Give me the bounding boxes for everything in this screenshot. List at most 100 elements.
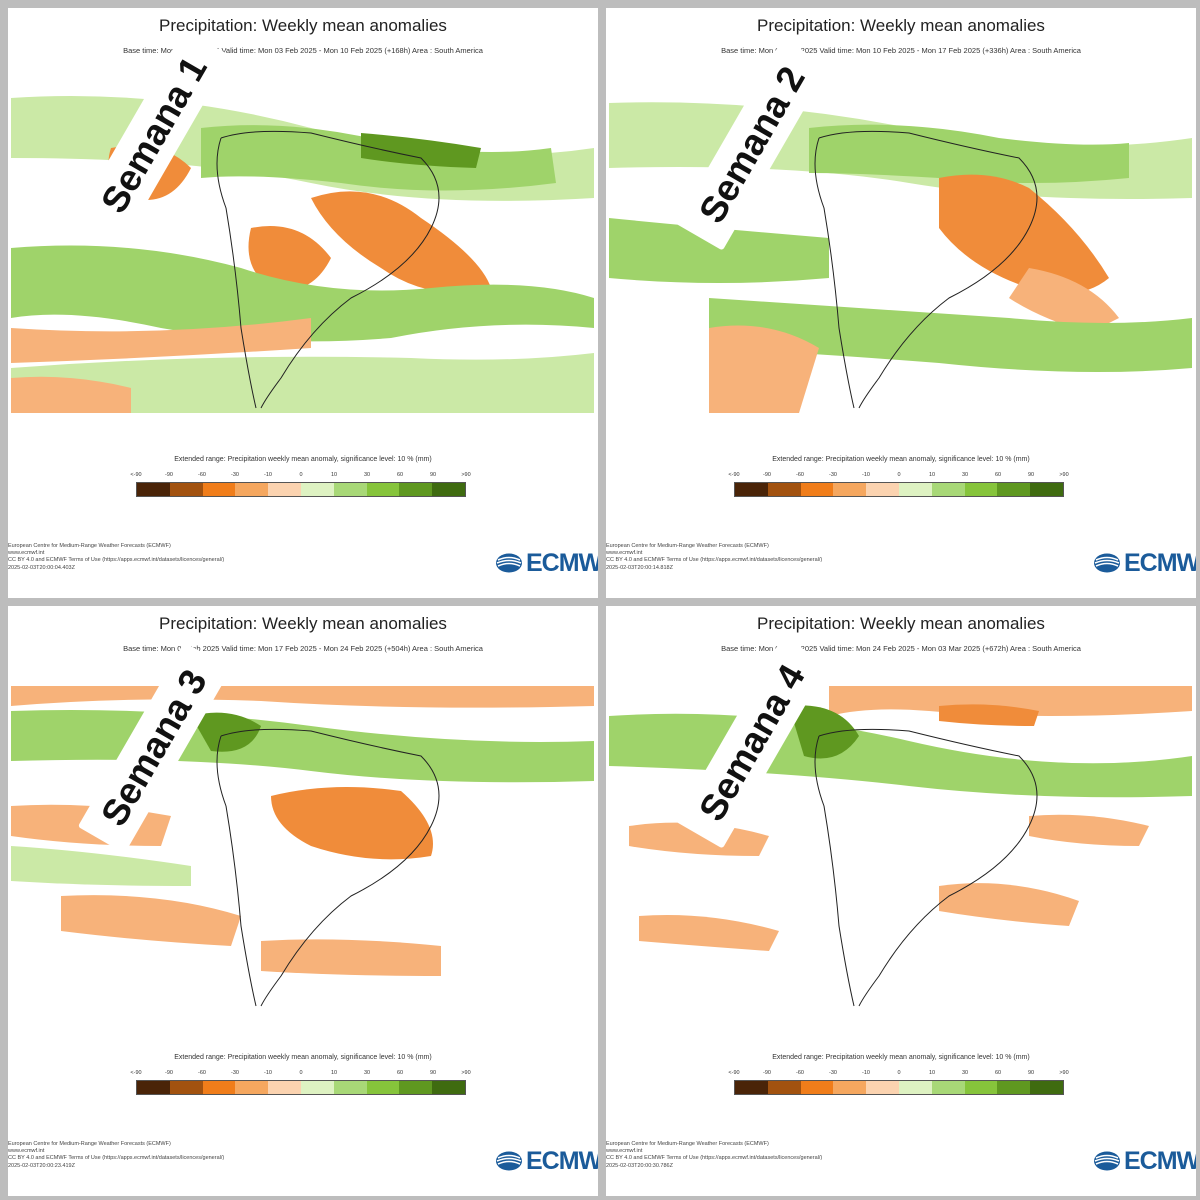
legend-tick-label: 90 <box>1027 472 1035 478</box>
logo-text: ECMWF <box>526 1146 598 1175</box>
legend-color-swatch <box>931 483 965 496</box>
wet-core-north <box>191 712 261 752</box>
dry-south-east <box>261 939 441 976</box>
legend-color-swatch <box>735 1081 768 1094</box>
logo-text: ECMWF <box>526 548 598 577</box>
legend-title: Extended range: Precipitation weekly mea… <box>174 1054 432 1061</box>
legend-color-bar <box>136 482 466 497</box>
footer-line: CC BY 4.0 and ECMWF Terms of Use (https:… <box>8 557 225 564</box>
footer-line: www.ecmwf.int <box>8 1148 45 1155</box>
legend-tick-label: -10 <box>862 1070 870 1076</box>
legend-color-swatch <box>169 1081 203 1094</box>
map-panel-week-4: Precipitation: Weekly mean anomalies Bas… <box>606 606 1196 1196</box>
legend-tick-label: 90 <box>1027 1070 1035 1076</box>
legend-tick-label: -60 <box>198 472 206 478</box>
legend-tick-label: -10 <box>264 472 272 478</box>
legend-color-swatch <box>169 483 203 496</box>
logo-text: ECMWF <box>1124 1146 1196 1175</box>
panel-title: Precipitation: Weekly mean anomalies <box>757 16 1045 35</box>
legend-tick-labels: <-90 -90 -60 -30 -10 0 10 30 60 90 >90 <box>130 1070 470 1079</box>
ecmwf-logo-icon <box>496 553 522 573</box>
legend-title: Extended range: Precipitation weekly mea… <box>174 456 432 463</box>
legend-tick-label: -30 <box>829 1070 837 1076</box>
panel-subtitle: Base time: Mon 03 Feb 2025 Valid time: M… <box>123 46 483 55</box>
footer-line: European Centre for Medium-Range Weather… <box>606 1141 769 1147</box>
footer: European Centre for Medium-Range Weather… <box>8 1141 338 1170</box>
legend-color-swatch <box>202 1081 236 1094</box>
legend-tick-labels: <-90 -90 -60 -30 -10 0 10 30 60 90 >90 <box>728 1070 1068 1079</box>
legend-tick-label: -30 <box>231 1070 239 1076</box>
legend: <-90 -90 -60 -30 -10 0 10 30 60 90 >90 <box>728 1070 1069 1096</box>
legend-tick-label: -90 <box>763 472 771 478</box>
dry-scatter-south <box>639 915 779 951</box>
legend-color-swatch <box>898 483 932 496</box>
anomaly-map <box>11 88 594 413</box>
dry-south <box>61 895 241 946</box>
legend-color-swatch <box>833 1081 867 1094</box>
legend-title: Extended range: Precipitation weekly mea… <box>772 456 1030 463</box>
legend-color-swatch <box>1030 483 1063 496</box>
legend-tick-label: -60 <box>198 1070 206 1076</box>
legend-tick-label: 30 <box>363 472 371 478</box>
legend-color-swatch <box>866 483 899 496</box>
legend-tick-label: 90 <box>429 1070 437 1076</box>
legend-color-swatch <box>800 1081 834 1094</box>
footer: European Centre for Medium-Range Weather… <box>8 543 338 572</box>
legend-color-swatch <box>735 483 768 496</box>
panel-title: Precipitation: Weekly mean anomalies <box>757 614 1045 633</box>
legend-color-swatch <box>997 483 1031 496</box>
legend-color-swatch <box>366 483 400 496</box>
legend-color-swatch <box>931 1081 965 1094</box>
dry-core-brazil <box>311 191 491 293</box>
panel-title: Precipitation: Weekly mean anomalies <box>159 16 447 35</box>
coastline <box>216 728 440 1007</box>
legend-tick-label: 0 <box>299 1070 303 1076</box>
legend-color-swatch <box>1030 1081 1063 1094</box>
legend-tick-label: >90 <box>1059 1070 1069 1076</box>
panel-subtitle: Base time: Mon 03 Feb 2025 Valid time: M… <box>721 644 1081 653</box>
legend-color-swatch <box>300 1081 334 1094</box>
legend-color-swatch <box>767 483 801 496</box>
coastline <box>814 130 1038 409</box>
legend-color-swatch <box>366 1081 400 1094</box>
footer-line: European Centre for Medium-Range Weather… <box>8 1141 171 1147</box>
legend: <-90 -90 -60 -30 -10 0 10 30 60 90 >90 <box>130 472 471 498</box>
legend-tick-label: 0 <box>897 1070 901 1076</box>
dry-far-south <box>11 376 131 413</box>
legend-color-swatch <box>432 483 465 496</box>
wet-core-amazon-strong <box>361 133 481 168</box>
legend-color-swatch <box>800 483 834 496</box>
legend-color-swatch <box>898 1081 932 1094</box>
legend-tick-label: 10 <box>330 472 338 478</box>
legend-tick-label: -60 <box>796 472 804 478</box>
dry-scatter-atlantic <box>939 883 1079 926</box>
panel-title: Precipitation: Weekly mean anomalies <box>159 614 447 633</box>
footer-line: www.ecmwf.int <box>606 550 643 557</box>
legend-tick-label: >90 <box>461 1070 471 1076</box>
legend-color-swatch <box>833 483 867 496</box>
footer-line: www.ecmwf.int <box>8 550 45 557</box>
legend-color-bar <box>734 482 1064 497</box>
ecmwf-logo-icon <box>1094 553 1120 573</box>
legend-tick-label: -30 <box>231 472 239 478</box>
legend-tick-labels: <-90 -90 -60 -30 -10 0 10 30 60 90 >90 <box>728 472 1068 481</box>
legend-tick-labels: <-90 -90 -60 -30 -10 0 10 30 60 90 >90 <box>130 472 470 481</box>
legend-color-swatch <box>235 483 269 496</box>
legend-tick-label: 60 <box>396 1070 404 1076</box>
legend-tick-label: -10 <box>862 472 870 478</box>
panel-subtitle: Base time: Mon 03 Feb 2025 Valid time: M… <box>721 46 1081 55</box>
legend-color-swatch <box>333 483 367 496</box>
legend-color-swatch <box>268 483 301 496</box>
footer-line: CC BY 4.0 and ECMWF Terms of Use (https:… <box>606 1155 823 1162</box>
legend-tick-label: 30 <box>961 1070 969 1076</box>
legend-tick-label: -10 <box>264 1070 272 1076</box>
map-panel-week-2: Precipitation: Weekly mean anomalies Bas… <box>606 8 1196 598</box>
map-panel-week-3: Precipitation: Weekly mean anomalies Bas… <box>8 606 598 1196</box>
legend-tick-label: 30 <box>363 1070 371 1076</box>
footer-line: 2025-02-03T20:00:30.786Z <box>606 1162 673 1169</box>
legend-tick-label: 60 <box>994 1070 1002 1076</box>
legend-color-swatch <box>268 1081 301 1094</box>
legend-color-swatch <box>137 1081 170 1094</box>
legend-tick-label: -90 <box>763 1070 771 1076</box>
